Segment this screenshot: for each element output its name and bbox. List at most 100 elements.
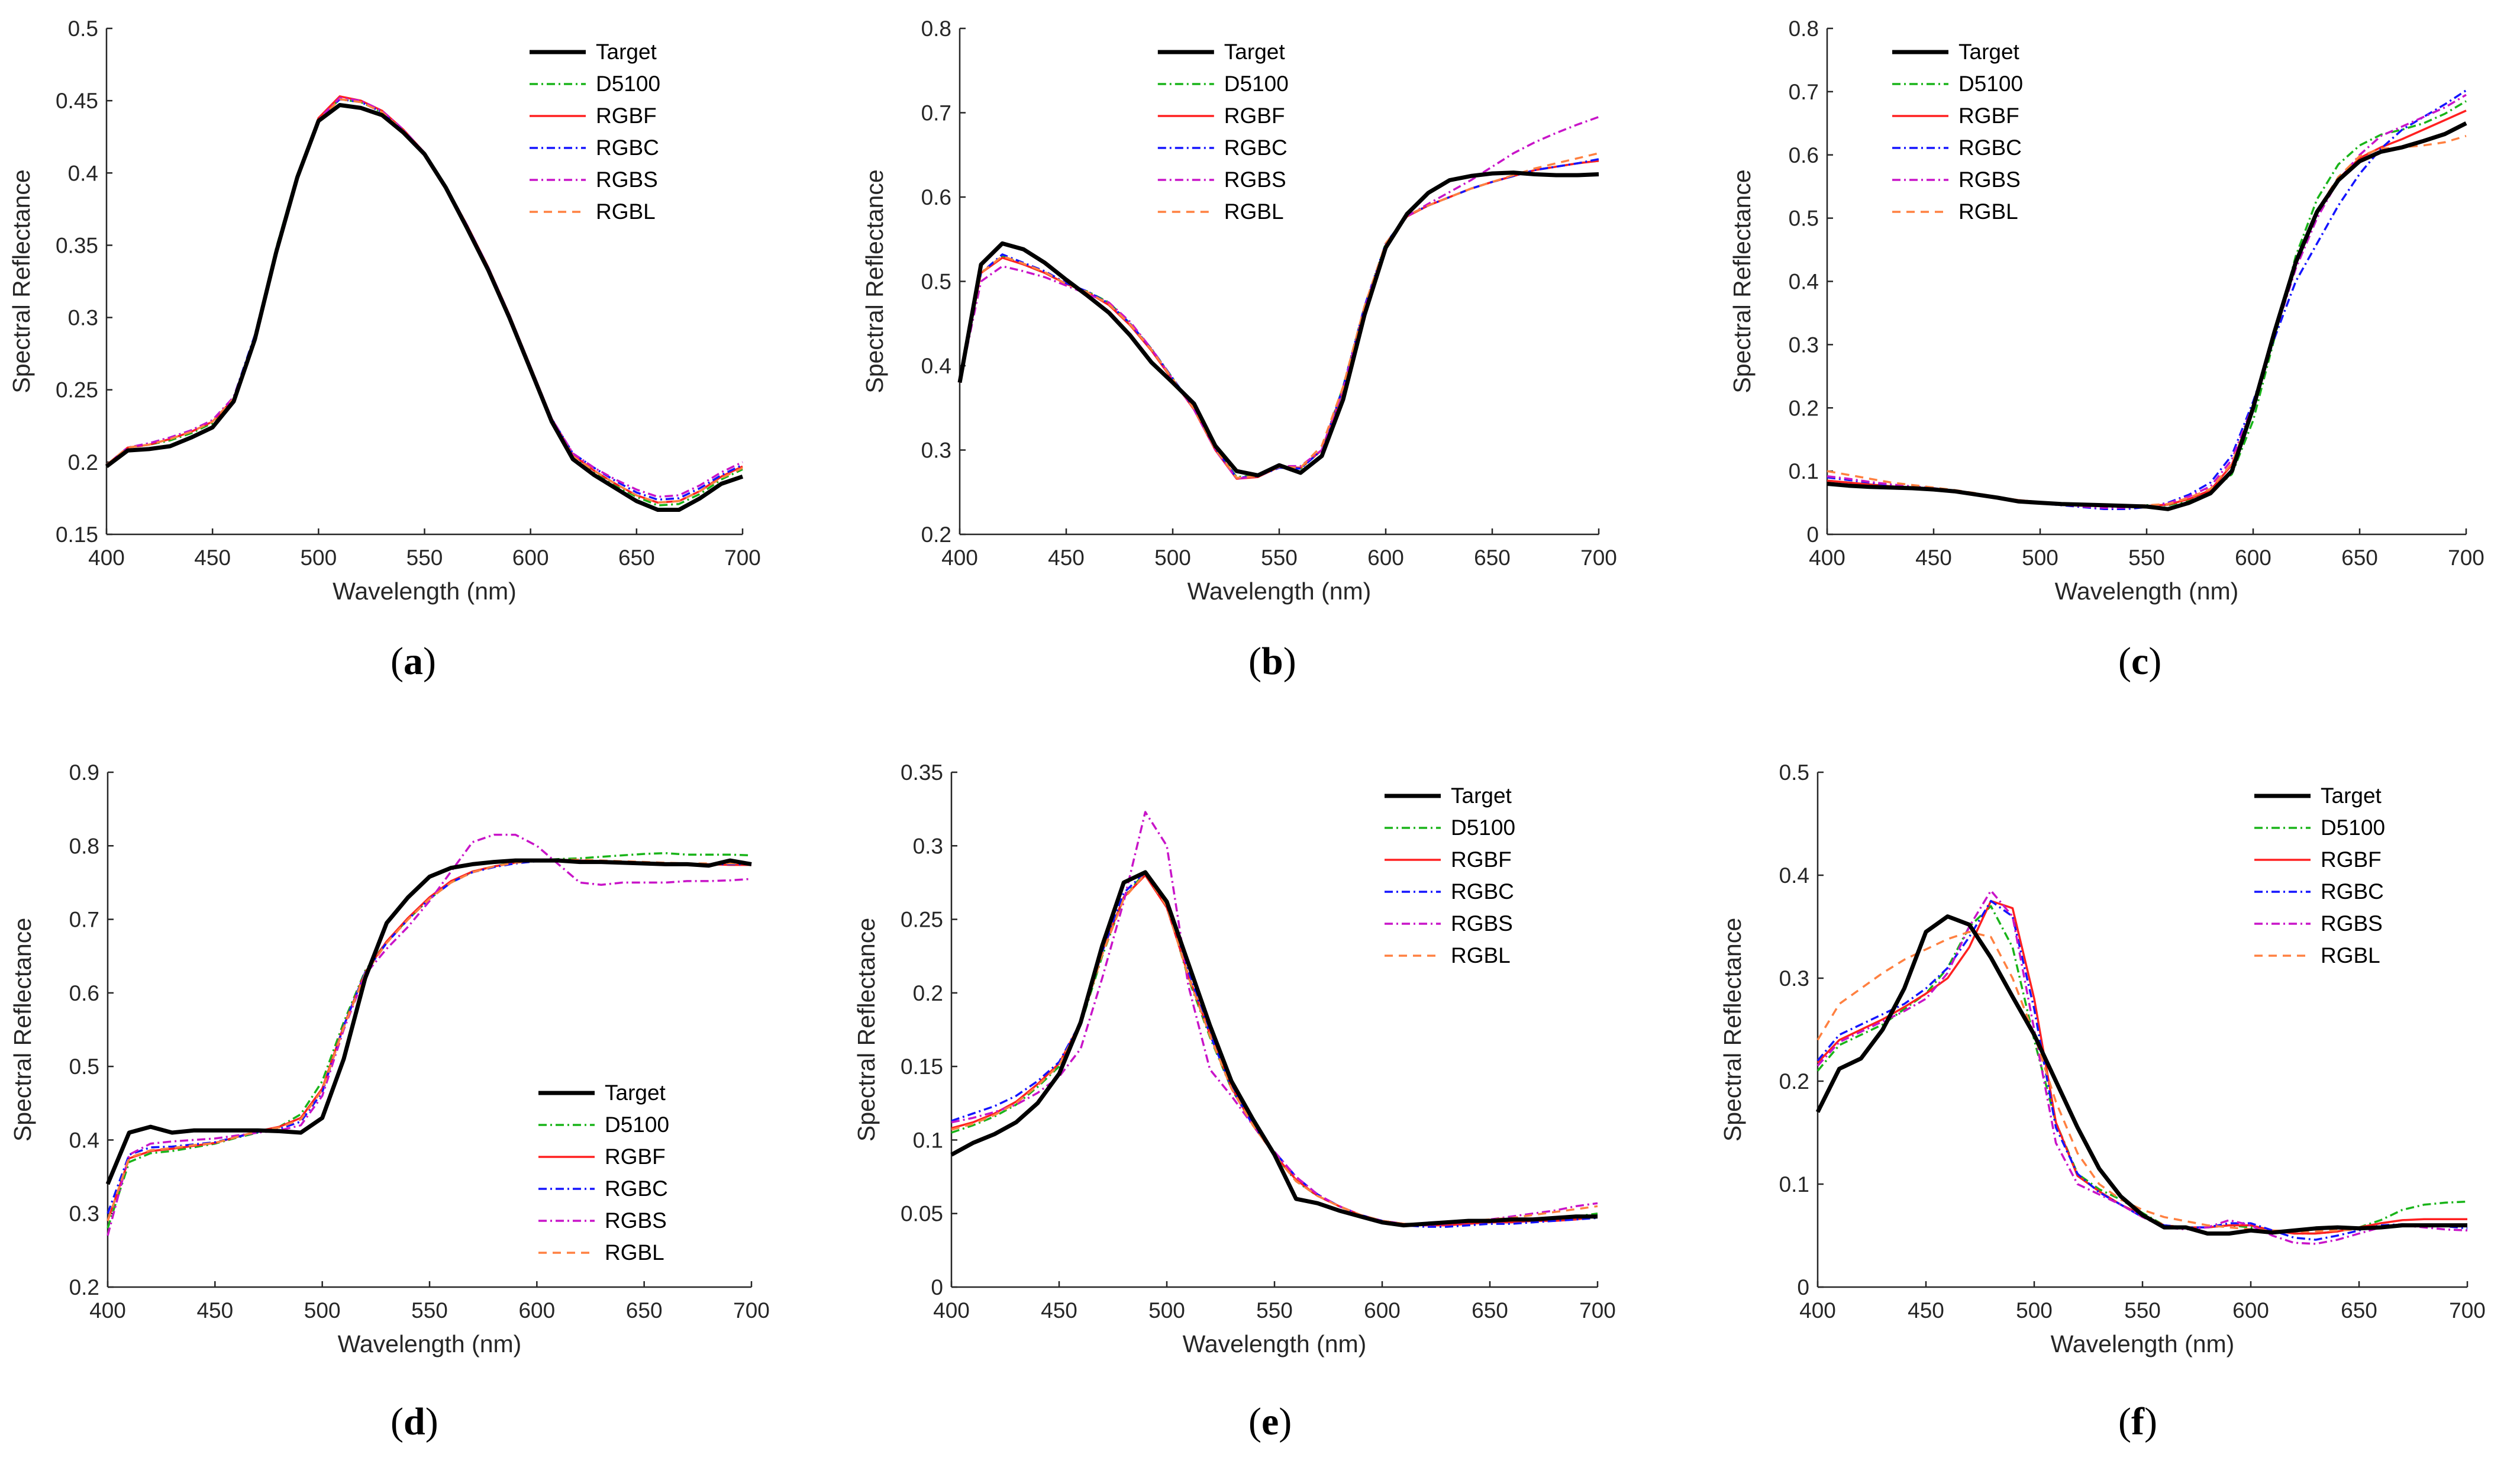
x-tick-label: 550	[1256, 1298, 1293, 1323]
x-tick-label: 500	[1148, 1298, 1185, 1323]
x-tick-label: 550	[2128, 546, 2165, 570]
panel-caption: (e)	[1248, 1400, 1292, 1443]
x-tick-label: 600	[2235, 546, 2271, 570]
y-tick-label: 0.4	[921, 354, 951, 378]
y-tick-label: 0.6	[1789, 143, 1819, 167]
x-tick-label: 650	[2341, 546, 2378, 570]
legend: Target D5100 RGBF RGBC RGBS RGBL	[2254, 783, 2385, 968]
y-axis-label: Spectral Reflectance	[8, 169, 35, 393]
legend-label: RGBC	[1451, 879, 1514, 904]
x-tick-label: 400	[88, 546, 125, 570]
panel-caption-letter: e	[1261, 1400, 1279, 1443]
series-line-target	[1815, 914, 2467, 1236]
legend-label: Target	[1451, 783, 1512, 808]
legend-label: RGBF	[2321, 847, 2382, 872]
legend-label: Target	[596, 40, 657, 64]
legend-label: D5100	[1224, 72, 1289, 96]
y-tick-label: 0.25	[56, 378, 98, 402]
legend-label: D5100	[1451, 815, 1515, 840]
y-axis-label: Spectral Reflectance	[1719, 918, 1746, 1142]
legend-label: D5100	[1958, 72, 2023, 96]
legend-label: RGBS	[1451, 911, 1513, 936]
y-tick-label: 0.3	[921, 438, 951, 463]
y-tick-label: 0.3	[68, 306, 98, 330]
legend-label: RGBC	[596, 136, 659, 160]
series-line-rgbl	[1816, 930, 2467, 1233]
panel-caption: (b)	[1248, 640, 1296, 683]
x-tick-label: 550	[1261, 546, 1298, 570]
legend-label: RGBL	[1451, 943, 1511, 968]
legend-label: RGBF	[1451, 847, 1512, 872]
x-tick-label: 700	[2448, 546, 2484, 570]
y-tick-label: 0.2	[68, 450, 98, 475]
legend-label: Target	[1958, 40, 2020, 64]
x-axis-label: Wavelength (nm)	[1188, 578, 1372, 605]
plot-area: 400 450 500 550 600 650 700 0.2 0.3 0.4 0.5 0.6 0.7 0…	[861, 17, 1617, 605]
plot-area: 400 450 500 550 600 650 700 0.2 0.3 0.4 0.5 0.6 0.7 0…	[9, 760, 770, 1358]
chart-svg-d: 400 450 500 550 600 650 700 0.2 0.3 0.4 0.5 0.6 0.7 0…	[9, 760, 770, 1358]
panel-caption-letter: b	[1261, 640, 1283, 683]
x-tick-label: 500	[2022, 546, 2058, 570]
y-tick-label: 0.4	[1779, 863, 1809, 888]
x-tick-label: 450	[194, 546, 231, 570]
series-line-target	[105, 858, 752, 1185]
x-axis-label: Wavelength (nm)	[333, 578, 517, 605]
chart-svg-e: 400 450 500 550 600 650 700 0 0.05 0.1 0.15 0.2 0.25…	[853, 760, 1616, 1358]
series-line-rgbs	[951, 811, 1598, 1227]
y-tick-label: 0.2	[1779, 1069, 1809, 1094]
y-tick-label: 0.8	[1789, 17, 1819, 41]
y-tick-label: 0.3	[1779, 966, 1809, 991]
y-tick-label: 0.8	[921, 17, 951, 41]
x-tick-label: 550	[411, 1298, 448, 1323]
x-tick-label: 450	[1048, 546, 1085, 570]
y-tick-label: 0.5	[1779, 760, 1809, 785]
x-axis-label: Wavelength (nm)	[2051, 1330, 2235, 1358]
panel-caption-letter: a	[403, 640, 423, 683]
y-tick-label: 0.15	[56, 523, 98, 547]
x-axis-label: Wavelength (nm)	[2055, 578, 2239, 605]
y-tick-label: 0.45	[56, 89, 98, 113]
legend-label: RGBS	[596, 167, 658, 192]
panel-caption-letter: d	[403, 1400, 425, 1443]
legend-label: RGBL	[1224, 199, 1284, 224]
y-axis-label: Spectral Reflectance	[861, 169, 888, 393]
x-axis-label: Wavelength (nm)	[1183, 1330, 1367, 1358]
x-tick-label: 700	[1580, 546, 1617, 570]
legend-label: RGBS	[1958, 167, 2021, 192]
x-tick-label: 550	[406, 546, 443, 570]
y-tick-label: 0.15	[901, 1055, 943, 1079]
legend-label: RGBC	[2321, 879, 2384, 904]
y-tick-label: 0.2	[921, 523, 951, 547]
y-tick-label: 0.5	[68, 17, 98, 41]
legend: Target D5100 RGBF RGBC RGBS RGBL	[538, 1081, 669, 1265]
x-tick-label: 500	[304, 1298, 341, 1323]
legend-label: RGBL	[1958, 199, 2018, 224]
y-tick-label: 0	[1806, 523, 1819, 547]
x-tick-label: 650	[1474, 546, 1511, 570]
y-tick-label: 0.7	[921, 101, 951, 125]
chart-svg-f: 400 450 500 550 600 650 700 0 0.1 0.2 0.3 0.4 0.5 Wav…	[1719, 760, 2486, 1358]
legend-label: Target	[1224, 40, 1286, 64]
plot-area: 400 450 500 550 600 650 700 0 0.1 0.2 0.3 0.4 0.5 0.6…	[1728, 17, 2484, 605]
panel-caption: (c)	[2118, 640, 2162, 683]
y-tick-label: 0.5	[921, 270, 951, 294]
x-tick-label: 500	[1154, 546, 1191, 570]
x-axis-label: Wavelength (nm)	[338, 1330, 522, 1358]
legend-label: RGBF	[1224, 104, 1285, 128]
y-tick-label: 0.2	[1789, 396, 1819, 420]
x-tick-label: 600	[512, 546, 549, 570]
x-tick-label: 500	[300, 546, 337, 570]
x-tick-label: 450	[1041, 1298, 1077, 1323]
panel-caption-letter: f	[2131, 1400, 2144, 1443]
y-tick-label: 0.35	[901, 760, 943, 785]
legend-label: RGBC	[1958, 136, 2022, 160]
y-tick-label: 0.9	[69, 760, 99, 785]
y-axis-label: Spectral Reflectance	[1728, 169, 1756, 393]
x-tick-label: 500	[2016, 1298, 2053, 1323]
y-tick-label: 0.1	[1779, 1172, 1809, 1197]
panel-caption-letter: c	[2131, 640, 2149, 683]
legend-label: RGBF	[1958, 104, 2019, 128]
panel-caption: (d)	[391, 1400, 438, 1443]
x-tick-label: 600	[1364, 1298, 1401, 1323]
x-tick-label: 450	[196, 1298, 233, 1323]
